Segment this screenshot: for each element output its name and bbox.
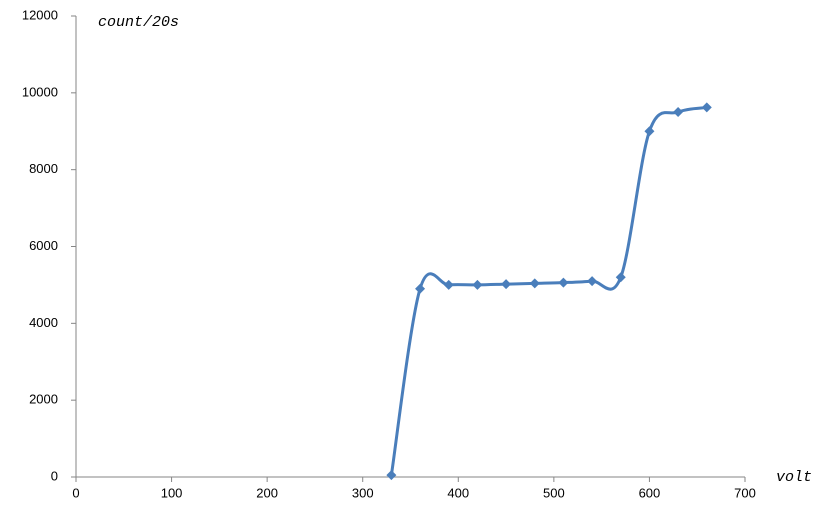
marker xyxy=(558,277,569,288)
y-axis-label: count/20s xyxy=(98,14,179,31)
marker xyxy=(472,279,483,290)
y-tick-label: 10000 xyxy=(22,84,58,99)
y-tick-label: 12000 xyxy=(22,7,58,22)
marker xyxy=(673,107,684,118)
x-tick-label: 200 xyxy=(256,485,278,500)
x-tick-label: 700 xyxy=(734,485,756,500)
y-tick-label: 8000 xyxy=(29,161,58,176)
marker xyxy=(529,278,540,289)
x-tick-label: 300 xyxy=(352,485,374,500)
marker xyxy=(415,283,426,294)
x-tick-label: 100 xyxy=(161,485,183,500)
marker xyxy=(615,272,626,283)
x-tick-label: 0 xyxy=(72,485,79,500)
y-tick-label: 2000 xyxy=(29,392,58,407)
x-tick-label: 500 xyxy=(543,485,565,500)
marker xyxy=(587,276,598,287)
marker xyxy=(443,279,454,290)
marker xyxy=(701,102,712,113)
x-tick-label: 600 xyxy=(639,485,661,500)
y-tick-label: 6000 xyxy=(29,238,58,253)
x-tick-label: 400 xyxy=(447,485,469,500)
y-tick-label: 0 xyxy=(51,468,58,483)
series-line xyxy=(389,105,708,476)
marker xyxy=(644,126,655,137)
y-tick-label: 4000 xyxy=(29,315,58,330)
marker xyxy=(501,279,512,290)
x-axis-label: volt xyxy=(776,469,812,486)
marker xyxy=(386,470,397,481)
